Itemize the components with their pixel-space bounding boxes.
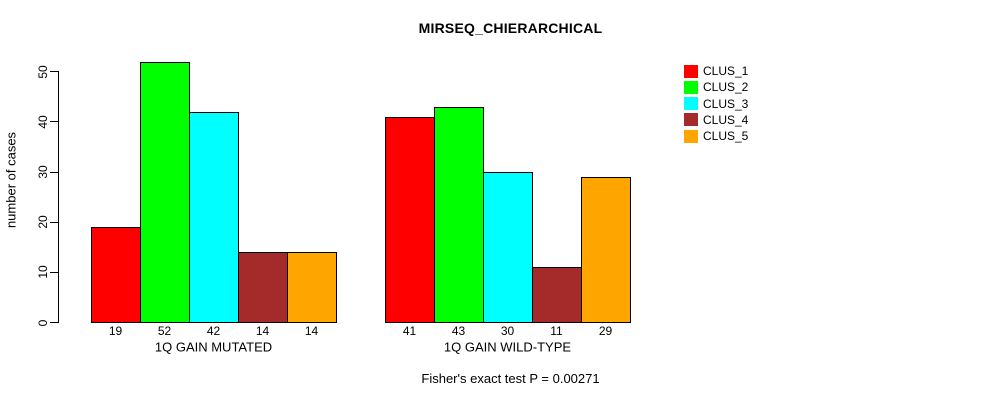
y-tick-label: 30 xyxy=(36,165,50,179)
y-axis-label: number of cases xyxy=(3,131,19,229)
y-tick-mark xyxy=(50,271,58,273)
bar-clus_3 xyxy=(189,111,239,324)
y-tick-mark xyxy=(50,171,58,173)
y-tick-mark xyxy=(50,121,58,123)
chart-title: MIRSEQ_CHIERARCHICAL xyxy=(418,20,603,36)
bar-value-label: 41 xyxy=(402,323,417,338)
legend-label-clus_2: CLUS_2 xyxy=(703,80,749,95)
y-tick-label: 40 xyxy=(36,115,50,129)
bar-value-label: 11 xyxy=(550,323,563,338)
bar-value-label: 14 xyxy=(255,323,270,338)
y-tick-mark xyxy=(50,221,58,223)
y-tick-mark xyxy=(50,322,58,323)
bar-value-label: 14 xyxy=(304,323,319,338)
bar-value-label: 30 xyxy=(500,323,515,338)
x-group-label: 1Q GAIN MUTATED xyxy=(154,339,273,355)
legend-swatch-clus_1 xyxy=(684,64,698,78)
legend-label-clus_1: CLUS_1 xyxy=(703,64,749,78)
y-tick-mark xyxy=(50,71,58,73)
y-tick-label: 0 xyxy=(36,319,50,326)
legend-swatch-clus_2 xyxy=(684,80,698,94)
y-tick-label: 50 xyxy=(36,65,50,79)
bar-clus_1 xyxy=(91,227,141,324)
x-group-label: 1Q GAIN WILD-TYPE xyxy=(443,339,572,355)
legend-label-clus_4: CLUS_4 xyxy=(703,112,749,127)
legend-swatch-clus_4 xyxy=(684,113,698,127)
bar-clus_5 xyxy=(581,177,631,324)
legend-label-clus_3: CLUS_3 xyxy=(703,96,749,111)
bar-clus_2 xyxy=(434,106,484,324)
y-tick-label: 20 xyxy=(36,215,50,229)
legend-label-clus_5: CLUS_5 xyxy=(703,129,749,143)
bar-value-label: 19 xyxy=(108,323,123,338)
bar-value-label: 52 xyxy=(157,323,172,338)
bar-clus_3 xyxy=(483,172,533,324)
fisher-test-note: Fisher's exact test P = 0.00271 xyxy=(421,371,600,386)
legend-swatch-clus_3 xyxy=(684,97,698,110)
bar-value-label: 43 xyxy=(451,323,466,338)
bar-value-label: 42 xyxy=(206,323,221,338)
bar-clus_2 xyxy=(140,61,190,324)
y-axis-line xyxy=(58,71,59,323)
bar-clus_4 xyxy=(238,252,288,324)
bar-clus_1 xyxy=(385,116,435,324)
bar-clus_4 xyxy=(532,267,582,324)
legend-swatch-clus_5 xyxy=(684,129,698,143)
bar-value-label: 29 xyxy=(598,323,613,338)
y-tick-label: 10 xyxy=(36,265,50,280)
bar-clus_5 xyxy=(287,252,337,324)
